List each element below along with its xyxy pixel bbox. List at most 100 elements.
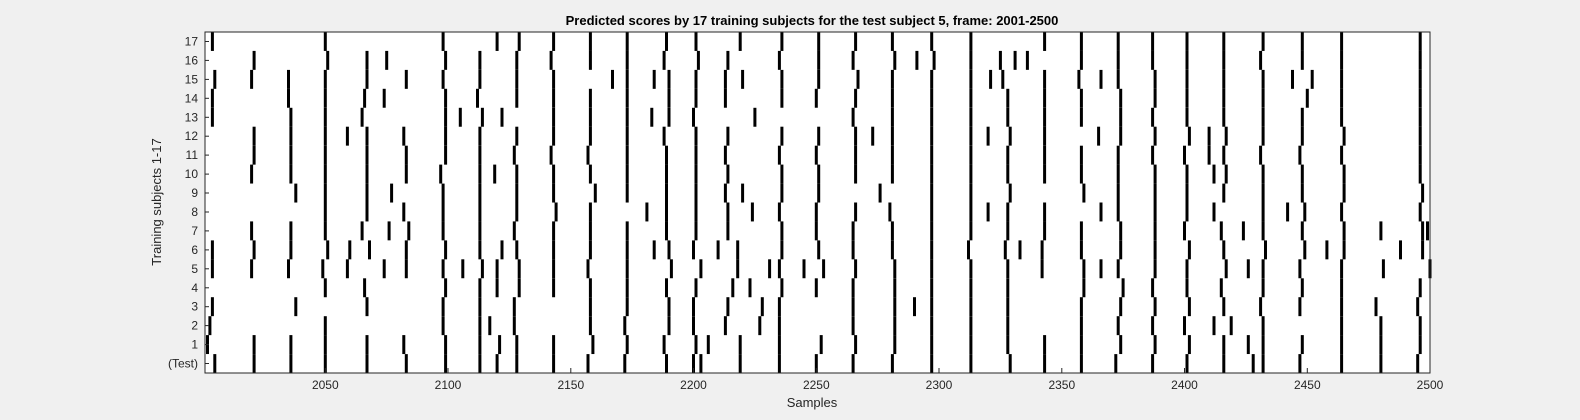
mark-row-8	[888, 202, 892, 222]
mark-row-8	[1153, 202, 1157, 222]
mark-row-5	[1099, 259, 1103, 279]
mark-row-15	[1043, 69, 1047, 89]
x-tick-label: 2500	[1417, 378, 1444, 392]
y-tick-label: (Test)	[168, 357, 198, 371]
mark-row-14	[1261, 88, 1265, 108]
mark-row-5	[552, 259, 556, 279]
mark-row-12	[552, 126, 556, 146]
mark-row-9	[441, 183, 445, 203]
mark-row-14	[476, 88, 479, 108]
mark-row-12	[588, 126, 592, 146]
mark-row-16	[893, 50, 897, 70]
mark-row-5	[1116, 259, 1120, 279]
mark-row-11	[1222, 145, 1226, 165]
mark-row-2	[588, 316, 592, 336]
mark-row-11	[1006, 145, 1010, 165]
mark-row-14	[444, 88, 448, 108]
mark-row-3	[726, 297, 730, 317]
mark-row-6	[1187, 240, 1191, 260]
mark-row-17	[1418, 32, 1422, 51]
mark-row-7	[1183, 221, 1186, 241]
mark-row-14	[723, 88, 727, 108]
mark-row-13	[289, 107, 293, 127]
x-tick-label: 2050	[312, 378, 339, 392]
mark-row-1	[777, 335, 781, 355]
mark-row-16	[998, 50, 1002, 70]
mark-row-3	[1006, 297, 1010, 317]
mark-row-17	[1340, 32, 1344, 51]
mark-row-10	[404, 164, 408, 184]
mark-row-6	[890, 240, 894, 260]
mark-row-1	[854, 335, 858, 355]
mark-row-12	[323, 126, 327, 146]
mark-row-15	[741, 69, 745, 89]
mark-row-4	[478, 278, 482, 298]
mark-row-16	[625, 50, 629, 70]
mark-row-17	[625, 32, 629, 51]
mark-row-12	[986, 126, 990, 146]
mark-row-0	[738, 354, 742, 374]
mark-row-10	[552, 164, 556, 184]
mark-row-4	[1340, 278, 1344, 298]
mark-row-3	[1119, 297, 1123, 317]
mark-row-9	[1342, 183, 1346, 203]
mark-row-0	[1261, 354, 1265, 374]
mark-row-14	[1006, 88, 1010, 108]
mark-row-16	[478, 50, 482, 70]
mark-row-1	[738, 335, 742, 355]
mark-row-6	[1325, 240, 1329, 260]
mark-row-9	[552, 183, 556, 203]
mark-row-16	[1185, 50, 1189, 70]
mark-row-13	[1418, 107, 1422, 127]
mark-row-16	[1340, 50, 1344, 70]
mark-row-12	[1119, 126, 1123, 146]
mark-row-6	[851, 240, 855, 260]
mark-row-4	[1082, 278, 1086, 298]
mark-row-10	[1212, 164, 1216, 184]
mark-row-8	[1303, 202, 1307, 222]
mark-row-15	[817, 69, 821, 89]
mark-row-9	[1300, 183, 1304, 203]
mark-row-8	[588, 202, 592, 222]
mark-row-4	[495, 278, 499, 298]
mark-row-3	[777, 297, 781, 317]
mark-row-11	[1418, 145, 1422, 165]
mark-row-8	[1006, 202, 1010, 222]
mark-row-16	[915, 50, 919, 70]
mark-row-12	[1418, 126, 1422, 146]
mark-row-9	[878, 183, 882, 203]
mark-row-16	[1259, 50, 1263, 70]
mark-row-11	[323, 145, 327, 165]
mark-row-17	[1116, 32, 1120, 51]
mark-row-12	[1342, 126, 1346, 146]
mark-row-7	[1421, 221, 1425, 241]
mark-row-4	[1006, 278, 1010, 298]
mark-row-15	[287, 69, 290, 89]
mark-row-0	[1416, 354, 1420, 374]
mark-row-12	[1153, 126, 1157, 146]
mark-row-17	[323, 32, 327, 51]
mark-row-15	[404, 69, 408, 89]
mark-row-5	[250, 259, 254, 279]
mark-row-10	[1300, 164, 1304, 184]
mark-row-15	[1116, 69, 1120, 89]
mark-row-6	[1153, 240, 1157, 260]
mark-row-0	[1151, 354, 1155, 374]
x-tick-label: 2100	[435, 378, 462, 392]
mark-row-0	[777, 354, 781, 374]
mark-row-9	[1116, 183, 1120, 203]
mark-row-6	[652, 240, 656, 260]
mark-row-2	[1079, 316, 1083, 336]
mark-row-6	[1119, 240, 1123, 260]
mark-row-13	[969, 107, 973, 127]
mark-row-11	[404, 145, 408, 165]
mark-row-16	[385, 50, 389, 70]
mark-row-15	[780, 69, 784, 89]
mark-row-7	[250, 221, 254, 241]
mark-row-7	[289, 221, 293, 241]
mark-row-11	[1259, 145, 1263, 165]
mark-row-7	[387, 221, 391, 241]
mark-row-7	[694, 221, 698, 241]
mark-row-2	[208, 316, 212, 336]
